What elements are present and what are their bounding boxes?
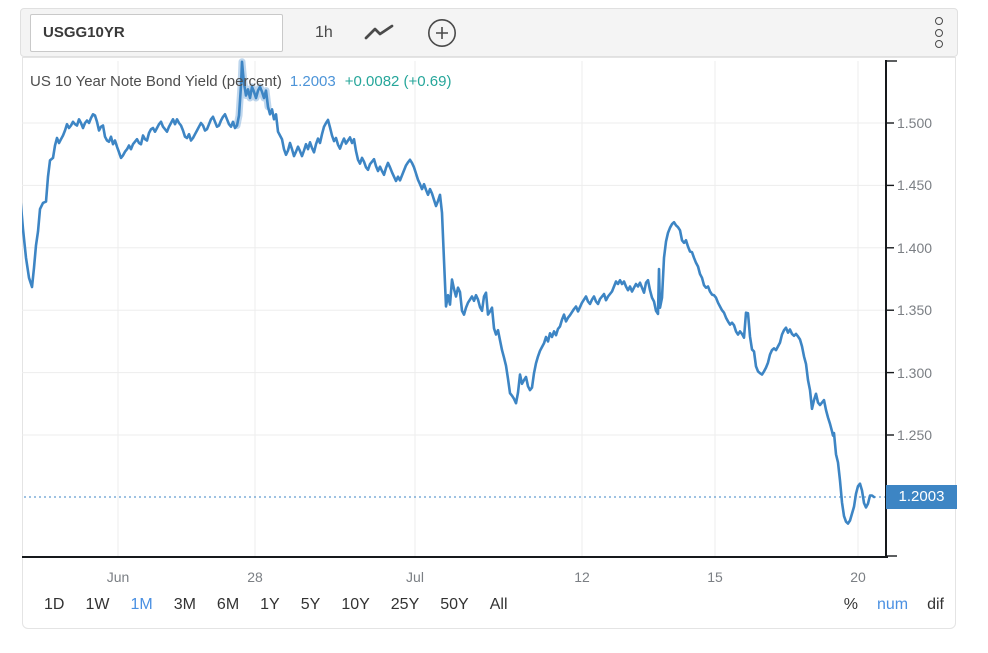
current-price-badge: 1.2003 <box>886 485 957 510</box>
x-axis-label: 20 <box>850 569 866 585</box>
range-button-6m[interactable]: 6M <box>216 596 240 613</box>
y-axis-label: 1.300 <box>897 364 933 381</box>
series-title: US 10 Year Note Bond Yield (percent) <box>30 73 282 90</box>
x-axis-label: Jun <box>106 569 130 585</box>
x-axis-label: 28 <box>247 569 263 585</box>
x-axis-label: 15 <box>707 569 723 585</box>
y-axis-label: 1.400 <box>897 239 933 256</box>
range-button-3m[interactable]: 3M <box>173 596 196 613</box>
chart-title-row: US 10 Year Note Bond Yield (percent) 1.20… <box>30 73 452 90</box>
mode-button-num[interactable]: num <box>876 596 909 613</box>
range-button-1d[interactable]: 1D <box>44 596 65 613</box>
x-axis-label: 12 <box>574 569 590 585</box>
interval-selector[interactable]: 1h <box>315 23 333 41</box>
range-button-10y[interactable]: 10Y <box>341 596 370 613</box>
range-toolbar: 1D 1W 1M 3M 6M 1Y 5Y 10Y 25Y 50Y All <box>44 596 508 614</box>
range-button-5y[interactable]: 5Y <box>300 596 321 613</box>
y-axis-label: 1.350 <box>897 302 933 319</box>
range-button-1w[interactable]: 1W <box>85 596 110 613</box>
range-button-1m[interactable]: 1M <box>130 596 153 613</box>
x-axis-label: Jul <box>406 569 424 585</box>
y-axis-label: 1.500 <box>897 115 933 131</box>
y-axis-label: 1.250 <box>897 427 933 443</box>
trend-line-icon[interactable] <box>363 23 397 43</box>
mode-button-percent[interactable]: % <box>843 596 858 613</box>
kebab-menu-icon[interactable] <box>935 15 943 49</box>
mode-toolbar: % num dif <box>844 596 944 614</box>
range-button-25y[interactable]: 25Y <box>390 596 420 613</box>
y-axis-label: 1.450 <box>897 177 933 194</box>
mode-button-dif[interactable]: dif <box>927 596 944 613</box>
price-chart[interactable] <box>22 58 956 558</box>
add-circle-icon[interactable] <box>427 18 457 48</box>
symbol-input[interactable] <box>30 13 283 52</box>
symbol-toolbar: 1h <box>20 8 958 57</box>
last-value: 1.2003 <box>289 73 336 90</box>
range-button-all[interactable]: All <box>489 596 508 613</box>
change-value: +0.0082 (+0.69) <box>344 73 452 90</box>
range-button-1y[interactable]: 1Y <box>260 596 280 613</box>
series-line <box>22 60 876 525</box>
range-button-50y[interactable]: 50Y <box>440 596 469 613</box>
